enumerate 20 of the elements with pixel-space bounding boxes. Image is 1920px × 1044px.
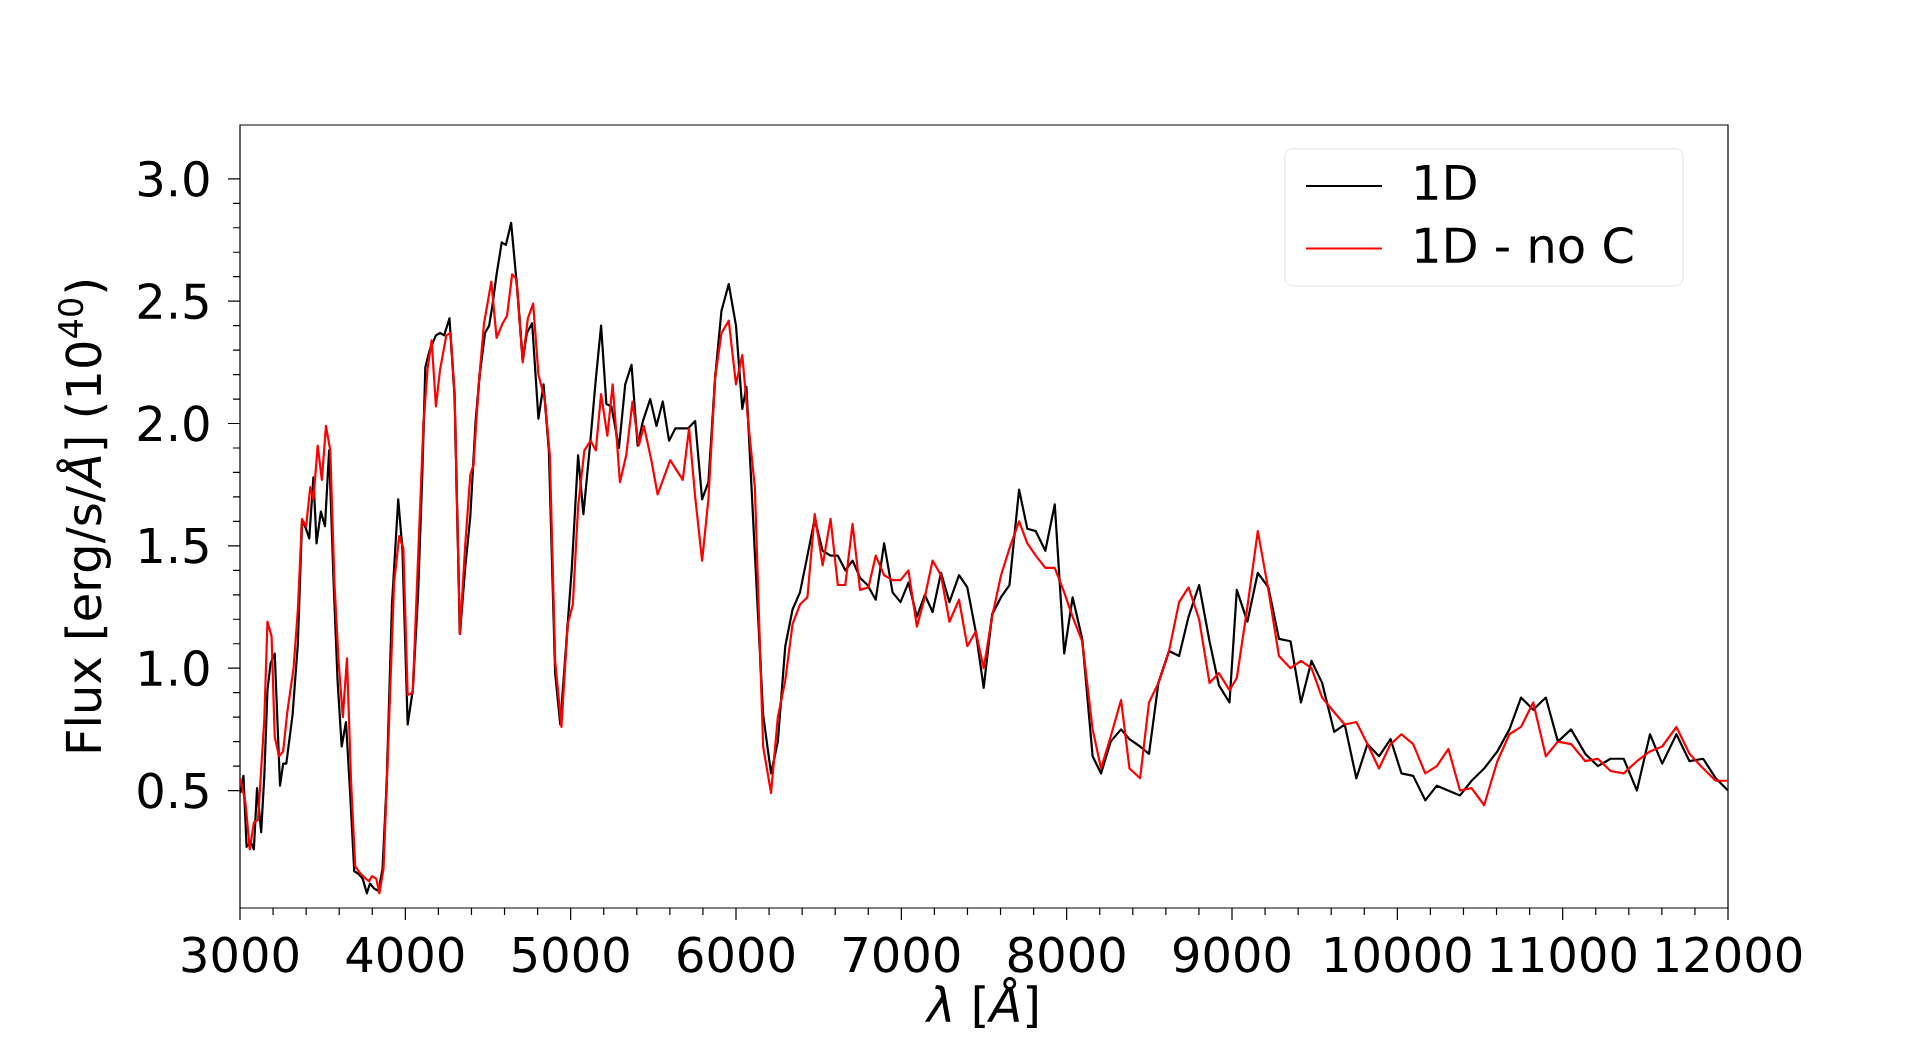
y-tick-label: 3.0: [138, 160, 209, 197]
y-tick-label: 2.0: [138, 405, 209, 442]
y-tick-label: 0.5: [138, 772, 208, 809]
x-tick-label: 3000: [182, 936, 298, 973]
y-axis-title: Flux [erg/s/Å] (10$^{40}$): [56, 281, 111, 752]
y-tick-label: 1.0: [140, 650, 209, 687]
x-tick-label: 12000: [1656, 936, 1802, 973]
x-tick-label: 11000: [1491, 936, 1636, 973]
y-tick-label: 1.5: [140, 528, 208, 564]
x-axis-title: λ [Å]: [924, 977, 1037, 1028]
legend-label: 1D - no C: [1416, 227, 1633, 264]
y-tick-label: 2.5: [138, 283, 208, 320]
x-tick-label: 6000: [678, 936, 794, 973]
x-tick-label: 10000: [1326, 936, 1471, 973]
x-tick-label: 9000: [1173, 936, 1290, 973]
x-tick-label: 4000: [346, 936, 464, 973]
legend-label: 1D: [1416, 164, 1476, 200]
x-tick-label: 5000: [513, 936, 629, 973]
x-tick-label: 7000: [844, 936, 960, 973]
x-tick-label: 8000: [1008, 936, 1125, 973]
